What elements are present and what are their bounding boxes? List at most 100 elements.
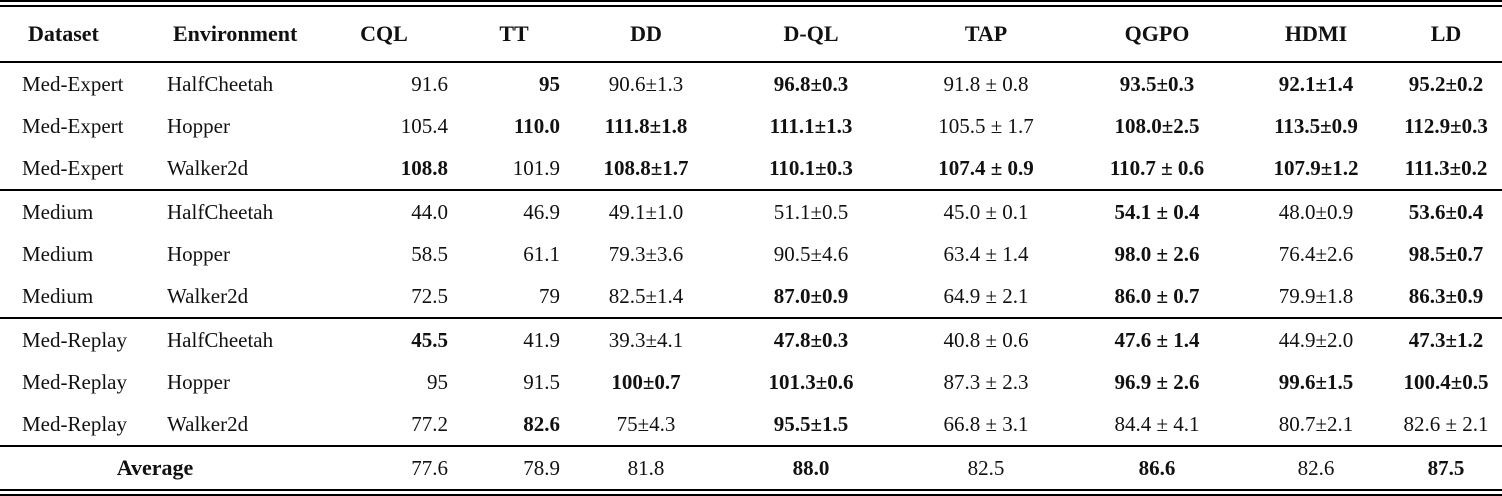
value-cell: 45.5	[411, 327, 448, 352]
value-cell: 82.5±1.4	[608, 283, 684, 308]
value-cell: 111.3±0.2	[1404, 155, 1488, 180]
value-cell: 90.5±4.6	[773, 241, 849, 266]
value-cell: 95.2±0.2	[1408, 71, 1484, 96]
value-cell: 99.6±1.5	[1278, 369, 1354, 394]
dataset-cell: Med-Expert	[22, 113, 124, 138]
environment-cell: Hopper	[167, 113, 230, 138]
environment-cell: HalfCheetah	[167, 327, 274, 352]
average-row: Average 77.6 78.9 81.8 88.0 82.5 86.6 82.6 87.5	[0, 446, 1502, 493]
value-cell: 110.1±0.3	[769, 155, 853, 180]
dataset-cell: Med-Replay	[22, 411, 127, 436]
value-cell: 105.4	[400, 113, 448, 138]
value-cell: 64.9 ± 2.1	[943, 283, 1029, 308]
column-header-d-ql: D-QL	[783, 21, 839, 46]
value-cell: 110.0	[513, 113, 560, 138]
value-cell: 54.1 ± 0.4	[1114, 199, 1200, 224]
value-cell: 107.9±1.2	[1273, 155, 1359, 180]
value-cell: 84.4 ± 4.1	[1114, 411, 1200, 436]
value-cell: 44.9±2.0	[1278, 327, 1354, 352]
column-header-cql: CQL	[360, 21, 408, 46]
value-cell: 75±4.3	[616, 411, 676, 436]
value-cell: 40.8 ± 0.6	[943, 327, 1029, 352]
value-cell: 61.1	[523, 241, 560, 266]
table-row: Med-Replay Hopper 95 91.5 100±0.7 101.3±0.6 87…	[0, 361, 1502, 403]
value-cell: 100.4±0.5	[1403, 369, 1489, 394]
dataset-cell: Med-Expert	[22, 155, 124, 180]
value-cell: 72.5	[411, 283, 448, 308]
value-cell: 92.1±1.4	[1278, 71, 1354, 96]
value-cell: 112.9±0.3	[1404, 113, 1488, 138]
value-cell: 77.2	[411, 411, 448, 436]
value-cell: 91.6	[411, 71, 448, 96]
value-cell: 82.6 ± 2.1	[1403, 411, 1489, 436]
column-header-ld: LD	[1430, 21, 1462, 46]
value-cell: 45.0 ± 0.1	[943, 199, 1029, 224]
average-value-cell: 78.9	[523, 455, 560, 480]
table-body: Med-Expert HalfCheetah 91.6 95 90.6±1.3 96.8±…	[0, 62, 1502, 493]
dataset-cell: Med-Replay	[22, 327, 127, 352]
value-cell: 90.6±1.3	[608, 71, 684, 96]
environment-cell: Hopper	[167, 241, 230, 266]
environment-cell: HalfCheetah	[167, 199, 274, 224]
table-row: Med-Expert Walker2d 108.8 101.9 108.8±1.7 110…	[0, 147, 1502, 190]
value-cell: 63.4 ± 1.4	[943, 241, 1029, 266]
value-cell: 48.0±0.9	[1278, 199, 1354, 224]
average-value-cell: 81.8	[627, 455, 665, 480]
value-cell: 44.0	[411, 199, 448, 224]
value-cell: 46.9	[523, 199, 560, 224]
dataset-cell: Medium	[22, 283, 94, 308]
average-value-cell: 87.5	[1427, 455, 1465, 480]
column-header-dd: DD	[630, 21, 662, 46]
dataset-cell: Med-Replay	[22, 369, 127, 394]
value-cell: 96.9 ± 2.6	[1114, 369, 1200, 394]
value-cell: 101.3±0.6	[768, 369, 854, 394]
column-header-environment: Environment	[173, 21, 298, 46]
value-cell: 113.5±0.9	[1274, 113, 1358, 138]
column-header-qgpo: QGPO	[1124, 21, 1190, 46]
column-header-tt: TT	[499, 21, 529, 46]
value-cell: 79	[539, 283, 560, 308]
average-value-cell: 88.0	[792, 455, 830, 480]
environment-cell: HalfCheetah	[167, 71, 274, 96]
value-cell: 105.5 ± 1.7	[938, 113, 1034, 138]
value-cell: 93.5±0.3	[1119, 71, 1195, 96]
value-cell: 82.6	[523, 411, 560, 436]
value-cell: 47.3±1.2	[1408, 327, 1484, 352]
value-cell: 87.3 ± 2.3	[943, 369, 1029, 394]
value-cell: 47.6 ± 1.4	[1114, 327, 1200, 352]
average-value-cell: 77.6	[411, 455, 448, 480]
value-cell: 107.4 ± 0.9	[938, 155, 1034, 180]
value-cell: 91.5	[523, 369, 560, 394]
value-cell: 79.3±3.6	[608, 241, 684, 266]
dataset-cell: Med-Expert	[22, 71, 124, 96]
value-cell: 95	[539, 71, 560, 96]
value-cell: 51.1±0.5	[773, 199, 849, 224]
environment-cell: Walker2d	[167, 411, 249, 436]
value-cell: 66.8 ± 3.1	[943, 411, 1029, 436]
value-cell: 108.8±1.7	[603, 155, 689, 180]
value-cell: 49.1±1.0	[608, 199, 684, 224]
average-value-cell: 82.5	[967, 455, 1005, 480]
environment-cell: Hopper	[167, 369, 230, 394]
table-row: Medium Walker2d 72.5 79 82.5±1.4 87.0±0.9 64.9…	[0, 275, 1502, 318]
value-cell: 111.1±1.3	[769, 113, 853, 138]
value-cell: 79.9±1.8	[1278, 283, 1354, 308]
table-row: Med-Replay HalfCheetah 45.5 41.9 39.3±4.1 47.…	[0, 318, 1502, 361]
value-cell: 95	[427, 369, 448, 394]
value-cell: 101.9	[512, 155, 560, 180]
value-cell: 98.0 ± 2.6	[1114, 241, 1200, 266]
table-row: Medium HalfCheetah 44.0 46.9 49.1±1.0 51.1±0.…	[0, 190, 1502, 233]
value-cell: 80.7±2.1	[1278, 411, 1354, 436]
average-label: Average	[116, 455, 194, 480]
column-header-dataset: Dataset	[28, 21, 99, 46]
value-cell: 86.3±0.9	[1408, 283, 1484, 308]
header-row: Dataset Environment CQL TT DD D-QL TAP QGPO HDMI…	[0, 4, 1502, 62]
value-cell: 86.0 ± 0.7	[1114, 283, 1200, 308]
dataset-cell: Medium	[22, 199, 94, 224]
column-header-hdmi: HDMI	[1284, 21, 1348, 46]
value-cell: 53.6±0.4	[1408, 199, 1484, 224]
value-cell: 100±0.7	[611, 369, 681, 394]
table-row: Med-Expert HalfCheetah 91.6 95 90.6±1.3 96.8±…	[0, 62, 1502, 105]
column-header-tap: TAP	[964, 21, 1008, 46]
